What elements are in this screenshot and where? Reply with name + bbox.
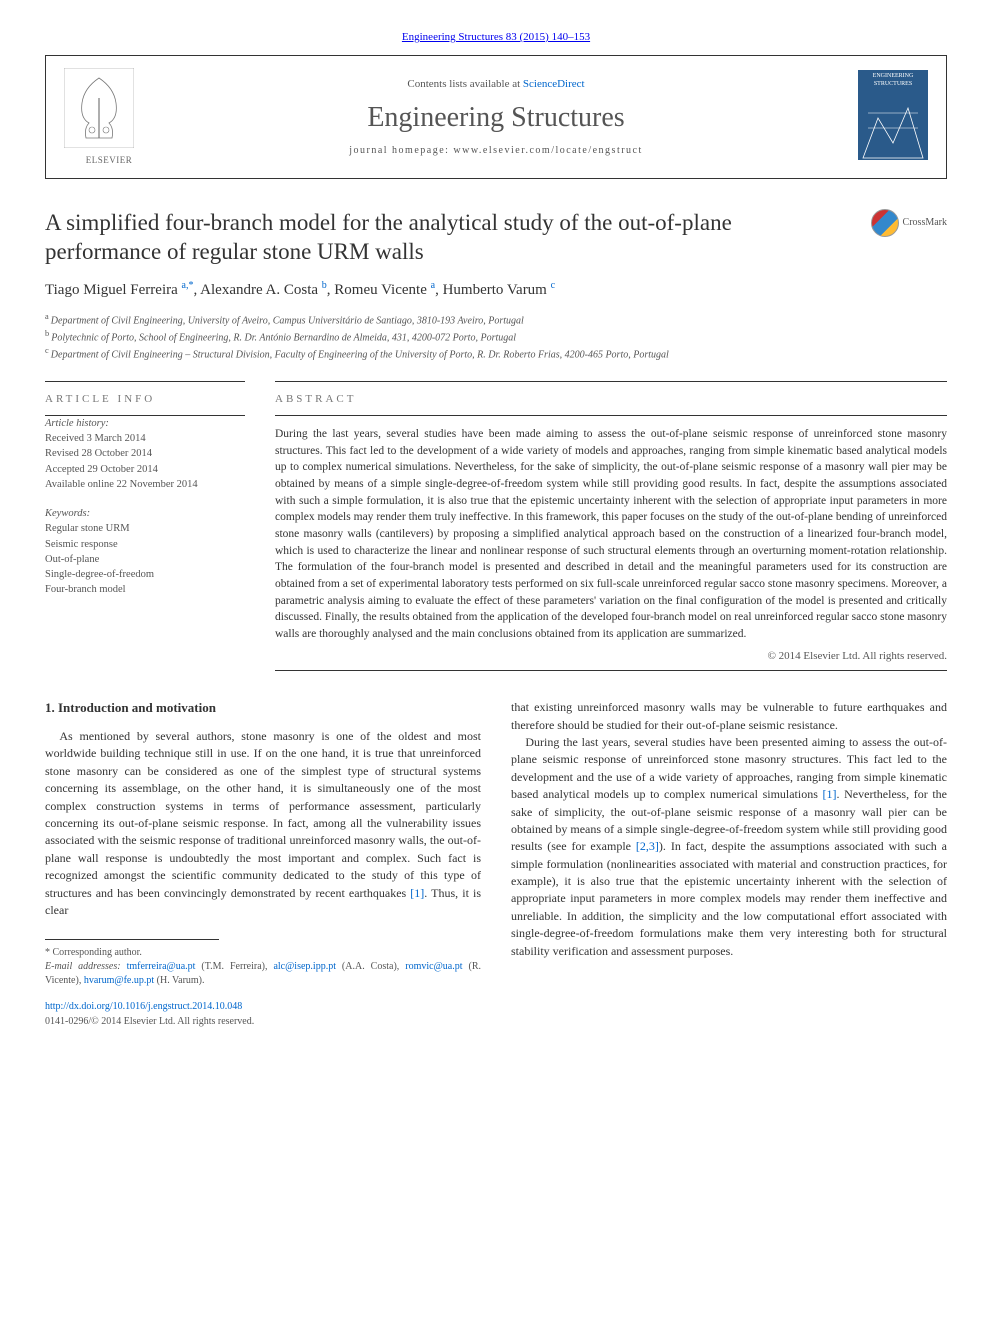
doi-link[interactable]: http://dx.doi.org/10.1016/j.engstruct.20… <box>45 1001 242 1012</box>
keyword: Seismic response <box>45 539 118 550</box>
crossmark-label: CrossMark <box>903 216 947 230</box>
author-affil-link[interactable]: a <box>431 280 435 291</box>
email-link[interactable]: alc@isep.ipp.pt <box>273 961 336 972</box>
sciencedirect-link[interactable]: ScienceDirect <box>523 78 585 90</box>
keyword: Out-of-plane <box>45 554 99 565</box>
title-row: A simplified four-branch model for the a… <box>45 209 947 267</box>
author-name: Romeu Vicente a <box>334 282 435 298</box>
affiliation-line: a Department of Civil Engineering, Unive… <box>45 311 947 328</box>
abstract-label: ABSTRACT <box>275 382 947 415</box>
email-link[interactable]: hvarum@fe.up.pt <box>84 975 154 986</box>
body-paragraph: As mentioned by several authors, stone m… <box>45 728 481 919</box>
journal-header: ELSEVIER Contents lists available at Sci… <box>45 55 947 179</box>
keyword: Single-degree-of-freedom <box>45 569 154 580</box>
email-link[interactable]: romvic@ua.pt <box>405 961 462 972</box>
elsevier-tree-icon <box>64 68 134 148</box>
affiliations: a Department of Civil Engineering, Unive… <box>45 311 947 363</box>
author-affil-link[interactable]: b <box>322 280 327 291</box>
journal-title: Engineering Structures <box>154 98 838 137</box>
footnote-rule <box>45 939 219 940</box>
affiliation-line: c Department of Civil Engineering – Stru… <box>45 345 947 362</box>
author-name: Tiago Miguel Ferreira a,* <box>45 282 193 298</box>
keyword-lines: Regular stone URM Seismic response Out-of-… <box>45 523 154 595</box>
cover-thumb-label: ENGINEERING STRUCTURES <box>860 72 926 89</box>
history-line: Received 3 March 2014 <box>45 433 146 444</box>
crossmark-icon <box>871 209 899 237</box>
body-column-left: 1. Introduction and motivation As mentio… <box>45 699 481 1029</box>
corresponding-author-note: * Corresponding author. <box>45 946 481 960</box>
body-paragraph: that existing unreinforced masonry walls… <box>511 699 947 734</box>
author-name: Humberto Varum c <box>443 282 556 298</box>
email-addresses: E-mail addresses: tmferreira@ua.pt (T.M.… <box>45 960 481 988</box>
journal-reference-link[interactable]: Engineering Structures 83 (2015) 140–153 <box>402 31 590 43</box>
journal-cover-thumbnail: ENGINEERING STRUCTURES <box>858 70 928 160</box>
crossmark-badge[interactable]: CrossMark <box>871 209 947 237</box>
publisher-logo-block: ELSEVIER <box>64 68 154 166</box>
history-line: Revised 28 October 2014 <box>45 448 152 459</box>
keywords-label: Keywords: <box>45 506 245 521</box>
body-column-right: that existing unreinforced masonry walls… <box>511 699 947 1029</box>
email-label: E-mail addresses: <box>45 961 127 972</box>
cover-thumb-block: ENGINEERING STRUCTURES <box>838 70 928 165</box>
doi-block: http://dx.doi.org/10.1016/j.engstruct.20… <box>45 1000 481 1029</box>
article-info-label: ARTICLE INFO <box>45 382 245 415</box>
body-paragraph: During the last years, several studies h… <box>511 734 947 960</box>
author-affil-link[interactable]: c <box>551 280 555 291</box>
author-affil-link[interactable]: a,* <box>182 280 194 291</box>
article-title: A simplified four-branch model for the a… <box>45 209 871 267</box>
contents-available-line: Contents lists available at ScienceDirec… <box>154 77 838 92</box>
abstract-copyright: © 2014 Elsevier Ltd. All rights reserved… <box>275 649 947 664</box>
body-text: As mentioned by several authors, stone m… <box>45 729 481 900</box>
info-abstract-row: ARTICLE INFO Article history: Received 3… <box>45 381 947 672</box>
section-1-heading: 1. Introduction and motivation <box>45 699 481 718</box>
citation-link[interactable]: [1] <box>823 787 837 801</box>
affiliation-line: b Polytechnic of Porto, School of Engine… <box>45 328 947 345</box>
keyword: Regular stone URM <box>45 523 130 534</box>
author-name: Alexandre A. Costa b <box>200 282 327 298</box>
header-center: Contents lists available at ScienceDirec… <box>154 77 838 158</box>
keyword: Four-branch model <box>45 584 126 595</box>
journal-reference: Engineering Structures 83 (2015) 140–153 <box>45 30 947 45</box>
history-label: Article history: <box>45 418 109 429</box>
body-text: ). In fact, despite the assumptions asso… <box>511 839 947 957</box>
body-columns: 1. Introduction and motivation As mentio… <box>45 699 947 1029</box>
journal-homepage: journal homepage: www.elsevier.com/locat… <box>154 144 838 158</box>
contents-prefix: Contents lists available at <box>407 78 522 90</box>
issn-copyright: 0141-0296/© 2014 Elsevier Ltd. All right… <box>45 1016 254 1027</box>
abstract-column: ABSTRACT During the last years, several … <box>275 381 947 672</box>
cover-art-icon <box>858 88 928 178</box>
citation-link[interactable]: [2,3] <box>636 839 659 853</box>
footnotes: * Corresponding author. E-mail addresses… <box>45 946 481 988</box>
publisher-name: ELSEVIER <box>64 154 154 167</box>
article-info-block: Article history: Received 3 March 2014Re… <box>45 416 245 597</box>
history-lines: Received 3 March 2014 Revised 28 October … <box>45 433 198 490</box>
email-link[interactable]: tmferreira@ua.pt <box>127 961 196 972</box>
abstract-text: During the last years, several studies h… <box>275 416 947 643</box>
history-line: Accepted 29 October 2014 <box>45 464 158 475</box>
citation-link[interactable]: [1] <box>410 886 424 900</box>
authors-line: Tiago Miguel Ferreira a,*, Alexandre A. … <box>45 279 947 301</box>
article-info-column: ARTICLE INFO Article history: Received 3… <box>45 381 245 672</box>
history-line: Available online 22 November 2014 <box>45 479 198 490</box>
